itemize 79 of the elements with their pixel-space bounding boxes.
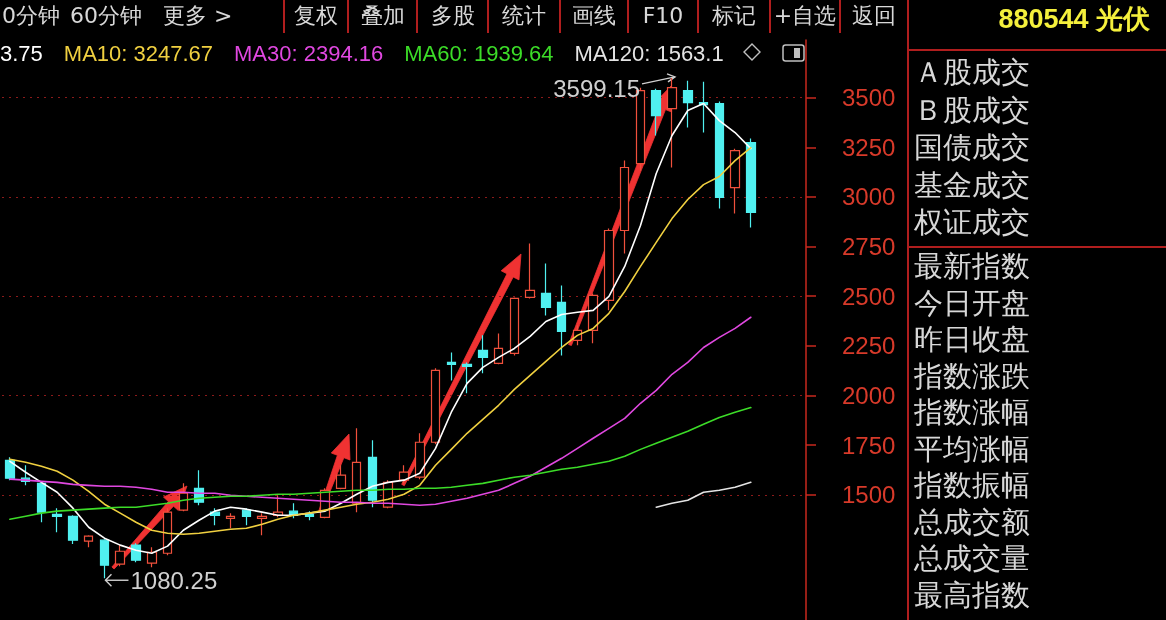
text: 最高指数 [914, 577, 1030, 612]
line-series [9, 316, 752, 506]
text: 统计 [502, 3, 546, 28]
y-tick-label: 2000 [842, 382, 896, 410]
candlestick [83, 534, 94, 548]
text: 指数涨幅 [914, 395, 1030, 429]
text: 0分钟 [2, 3, 60, 28]
text: 昨日收盘 [914, 322, 1030, 356]
candlestick [4, 456, 16, 481]
candlestick [430, 367, 441, 445]
annotation: 1080.25 [130, 567, 218, 595]
text: 画线 [572, 3, 616, 28]
text: 最新指数 [914, 249, 1030, 283]
text: 更多 > [163, 3, 233, 28]
candlestick [524, 242, 536, 300]
line-series [9, 406, 752, 521]
candlestick [225, 512, 236, 529]
candlestick [114, 544, 126, 567]
candlestick [36, 480, 47, 523]
text: 总成交额 [914, 504, 1030, 539]
text: F10 [642, 3, 684, 28]
y-tick-label: 2500 [842, 282, 896, 310]
candlestick [178, 482, 189, 512]
text: 指数振幅 [914, 468, 1030, 502]
candlestick [209, 507, 221, 526]
text: 标记 [712, 3, 756, 28]
text: 返回 [852, 3, 896, 28]
text: MA120: 1563.1 [574, 40, 724, 66]
candlestick [745, 137, 757, 229]
candlestick [556, 284, 567, 357]
candlestick [477, 334, 489, 374]
candlestick [241, 507, 252, 526]
text: MA10: 3247.67 [63, 40, 214, 66]
candlestick [509, 296, 520, 357]
text: 国债成交 [914, 130, 1030, 164]
candlestick [99, 538, 110, 579]
candlestick [714, 100, 725, 210]
y-tick-label: 3500 [842, 84, 896, 112]
text: Ｂ股成交 [914, 92, 1030, 127]
text: 指数涨跌 [914, 358, 1030, 393]
text: 60分钟 [70, 3, 142, 28]
y-tick-label: 2250 [842, 332, 896, 360]
candlestick [446, 351, 457, 382]
text: Ａ股成交 [914, 55, 1030, 89]
y-tick-label: 2750 [842, 233, 896, 261]
candlestick [335, 464, 347, 490]
candlestick [256, 512, 268, 536]
text: MA30: 2394.16 [234, 40, 384, 66]
y-tick-label: 3250 [842, 133, 896, 161]
text: 总成交量 [914, 541, 1030, 575]
text: 复权 [294, 3, 338, 28]
text: 多股 [430, 3, 475, 28]
y-tick-label: 1500 [842, 481, 896, 509]
candlestick [461, 361, 473, 394]
candlestick [729, 148, 741, 214]
text: 叠加 [360, 3, 405, 28]
candlestick [587, 292, 599, 344]
y-tick-label: 3000 [842, 183, 896, 211]
candlestick [682, 80, 694, 129]
candlestick [603, 227, 615, 311]
candlestick [540, 262, 552, 317]
text: 880544 光伏 [998, 4, 1150, 34]
annotation: 3599.15 [553, 74, 640, 102]
candlestick [162, 507, 173, 556]
text: +自选 [773, 3, 837, 28]
line-series [655, 481, 752, 508]
candlestick [51, 507, 63, 533]
text: 基金成交 [914, 167, 1030, 202]
text: MA60: 1939.64 [404, 40, 554, 66]
candlestick [67, 514, 79, 545]
text: 权证成交 [914, 205, 1030, 239]
candlestick [414, 432, 426, 480]
y-tick-label: 1750 [842, 431, 896, 459]
text: 平均涨幅 [914, 431, 1030, 466]
candlestick [619, 159, 630, 255]
text: 今日开盘 [914, 285, 1030, 320]
candlestick [367, 439, 378, 508]
candlestick [650, 88, 662, 137]
text: 3.75 [0, 40, 43, 66]
